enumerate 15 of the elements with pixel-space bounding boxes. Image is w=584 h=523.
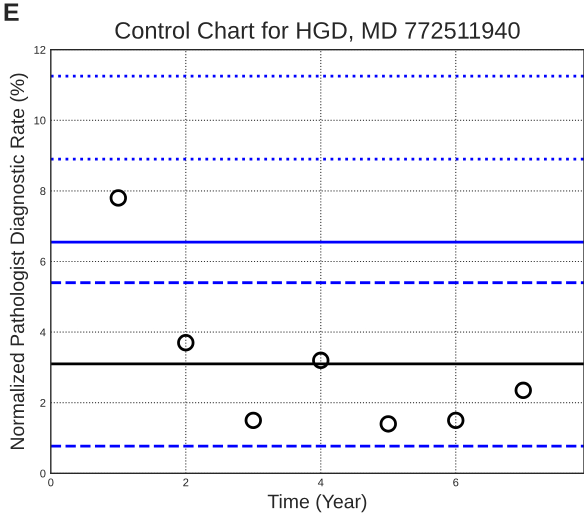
y-tick-label: 0 bbox=[40, 470, 46, 478]
y-axis-title: Normalized Pathologist Diagnostic Rate (%) bbox=[10, 74, 28, 450]
y-tick-label: 8 bbox=[40, 187, 46, 196]
y-tick-label: 12 bbox=[34, 46, 46, 54]
x-tick-label: 4 bbox=[318, 478, 324, 486]
y-tick-label: 10 bbox=[34, 116, 46, 124]
text: E bbox=[4, 4, 19, 21]
chart-title: Control Chart for HGD, MD 772511940 bbox=[115, 21, 520, 42]
x-tick-label: 6 bbox=[453, 478, 458, 486]
y-tick-label: 2 bbox=[40, 398, 46, 407]
y-tick-label: 4 bbox=[40, 328, 46, 336]
x-axis-title: Time (Year) bbox=[268, 494, 366, 512]
x-tick-label: 2 bbox=[183, 478, 188, 486]
x-tick-label: 0 bbox=[48, 478, 54, 486]
y-tick-label: 6 bbox=[40, 258, 46, 266]
